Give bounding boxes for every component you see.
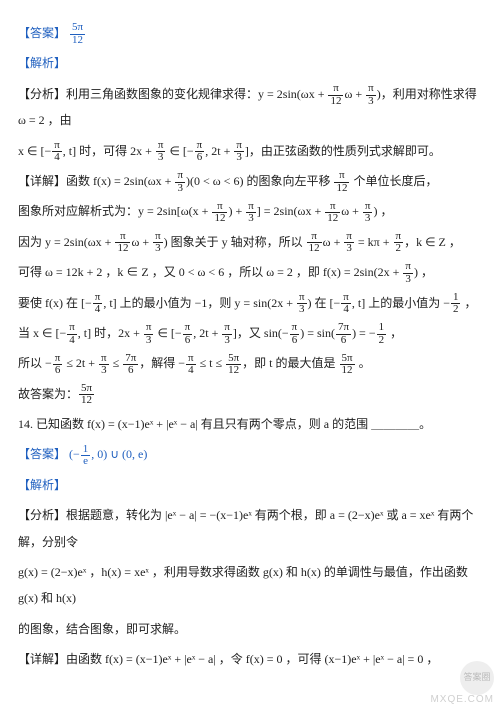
q14-analyze-line1: 【分析】根据题意，转化为 |eˣ − a| = −(x−1)eˣ 有两个根，即 … [18, 502, 482, 555]
q13-detail-line4: 可得 ω = 12k + 2 ，k ∈ Z ，又 0 < ω < 6 ，所以 ω… [18, 259, 482, 285]
q13-answer-line: 【答案】 5π 12 [18, 20, 482, 46]
q13-answer-frac: 5π 12 [70, 22, 85, 46]
q13-detail-line7: 所以 −π6 ≤ 2t + π3 ≤ 7π6，解得 −π4 ≤ t ≤ 5π12… [18, 350, 482, 376]
q13-detail-line2: 图象所对应解析式为：y = 2sin[ω(x + π12) + π3] = 2s… [18, 198, 482, 224]
q13-detail-line5: 要使 f(x) 在 [−π4, t] 上的最小值为 −1，则 y = sin(2… [18, 290, 482, 316]
q13-analyze-line1: 【分析】利用三角函数图象的变化规律求得：y = 2sin(ωx + π12ω +… [18, 81, 482, 134]
q13-detail-line3: 因为 y = 2sin(ωx + π12ω + π3) 图象关于 y 轴对称，所… [18, 229, 482, 255]
answer-label: 【答案】 [18, 26, 66, 40]
q13-analyze-line2: x ∈ [−π4, t] 时，可得 2x + π3 ∈ [−π6, 2t + π… [18, 138, 482, 164]
q14-analyze-line3: 的图象，结合图象，即可求解。 [18, 616, 482, 642]
q13-analysis-label: 【解析】 [18, 50, 482, 76]
q13-detail-line1: 【详解】函数 f(x) = 2sin(ωx + π3)(0 < ω < 6) 的… [18, 168, 482, 194]
q14-detail-line1: 【详解】由函数 f(x) = (x−1)eˣ + |eˣ − a| ，令 f(x… [18, 646, 482, 672]
watermark-text: MXQE.COM [430, 689, 494, 711]
q14-analysis-label: 【解析】 [18, 472, 482, 498]
q14-answer: (−1e, 0) ∪ (0, e) [69, 447, 147, 461]
q14-analyze-line2: g(x) = (2−x)eˣ ，h(x) = xeˣ ，利用导数求得函数 g(x… [18, 559, 482, 612]
q14-stem: 14. 已知函数 f(x) = (x−1)eˣ + |eˣ − a| 有且只有两… [18, 411, 482, 437]
q14-answer-line: 【答案】 (−1e, 0) ∪ (0, e) [18, 441, 482, 467]
q13-detail-line6: 当 x ∈ [−π4, t] 时，2x + π3 ∈ [−π6, 2t + π3… [18, 320, 482, 346]
q13-detail-line8: 故答案为：5π12 [18, 381, 482, 407]
